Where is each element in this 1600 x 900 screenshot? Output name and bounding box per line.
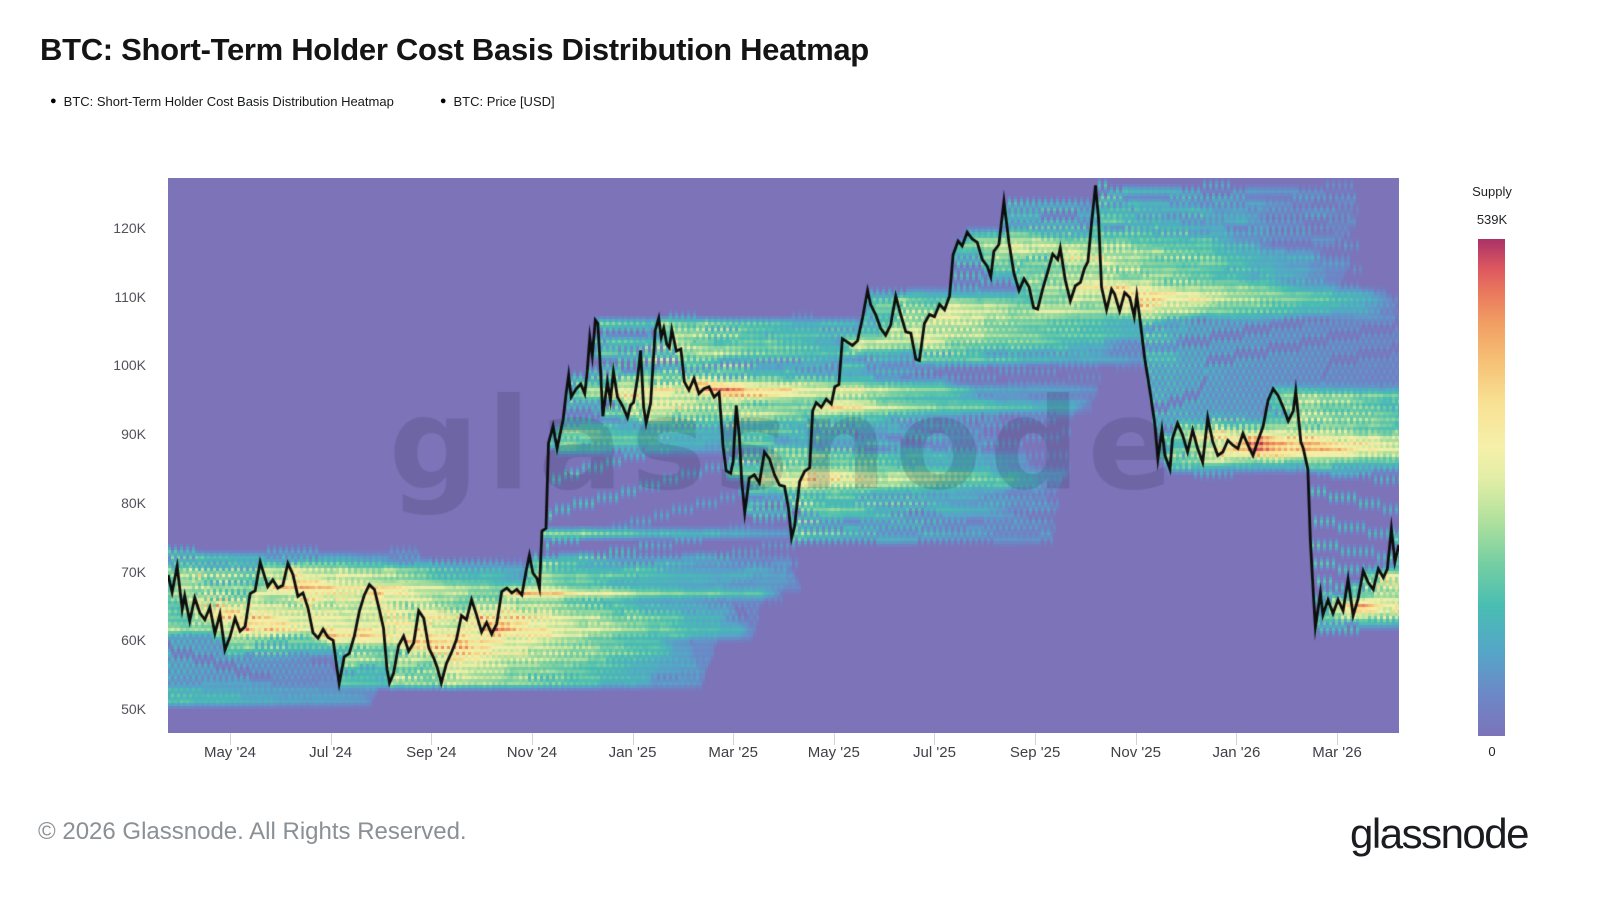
x-tick-mark (1236, 733, 1238, 745)
legend-item-heatmap-label: BTC: Short-Term Holder Cost Basis Distri… (63, 94, 394, 109)
x-tick-label: Jan '26 (1212, 744, 1261, 761)
y-tick-label: 100K (113, 357, 146, 374)
legend-item-heatmap[interactable]: ● BTC: Short-Term Holder Cost Basis Dist… (50, 94, 394, 109)
chart-legend: ● BTC: Short-Term Holder Cost Basis Dist… (50, 94, 555, 109)
colorbar-title: Supply (1472, 184, 1512, 199)
x-tick-label: Jul '25 (913, 744, 956, 761)
x-tick-mark (632, 733, 634, 745)
x-tick-mark (1135, 733, 1137, 745)
x-tick-label: Nov '25 (1110, 744, 1161, 761)
y-tick-label: 120K (113, 220, 146, 237)
heatmap-plot[interactable] (168, 178, 1399, 733)
legend-bullet-icon: ● (50, 95, 57, 107)
plot-region: 50K 60K 70K 80K 90K 100K 110K 120K May '24 Jul '… (113, 178, 1512, 761)
colorbar-max-label: 539K (1476, 212, 1508, 227)
x-tick-label: May '24 (203, 744, 257, 761)
y-tick-label: 50K (121, 701, 146, 717)
x-tick-mark (531, 733, 533, 745)
x-tick-label: Nov '24 (506, 744, 558, 761)
x-tick-label: Mar '26 (1312, 744, 1362, 761)
x-tick-mark (1337, 733, 1339, 745)
x-tick-label: Jul '24 (309, 744, 353, 761)
page-title: BTC: Short-Term Holder Cost Basis Distri… (40, 32, 869, 67)
x-tick-mark (330, 733, 332, 745)
colorbar-gradient (1478, 239, 1505, 736)
legend-bullet-icon: ● (439, 95, 447, 107)
x-tick-label: Jan '25 (608, 744, 657, 761)
glassnode-logo: glassnode (1350, 810, 1529, 857)
colorbar-min-label: 0 (1488, 744, 1496, 759)
y-tick-label: 70K (121, 563, 146, 580)
x-tick-label: Sep '24 (406, 744, 457, 761)
legend-item-price[interactable]: ● BTC: Price [USD] (440, 94, 555, 109)
y-tick-label: 110K (114, 288, 146, 305)
x-tick-label: May '25 (807, 744, 860, 761)
x-tick-label: Sep '25 (1009, 744, 1061, 761)
x-tick-mark (431, 733, 433, 745)
copyright-text: © 2026 Glassnode. All Rights Reserved. (38, 818, 467, 845)
x-tick-mark (230, 733, 231, 745)
x-tick-mark (1035, 733, 1037, 745)
x-tick-label: Mar '25 (708, 744, 758, 761)
y-tick-label: 80K (121, 494, 146, 511)
x-tick-mark (934, 733, 936, 745)
y-tick-label: 60K (121, 632, 146, 649)
y-tick-label: 90K (121, 426, 146, 443)
x-tick-mark (733, 733, 735, 745)
legend-item-price-label: BTC: Price [USD] (453, 94, 555, 109)
x-tick-mark (833, 733, 835, 745)
